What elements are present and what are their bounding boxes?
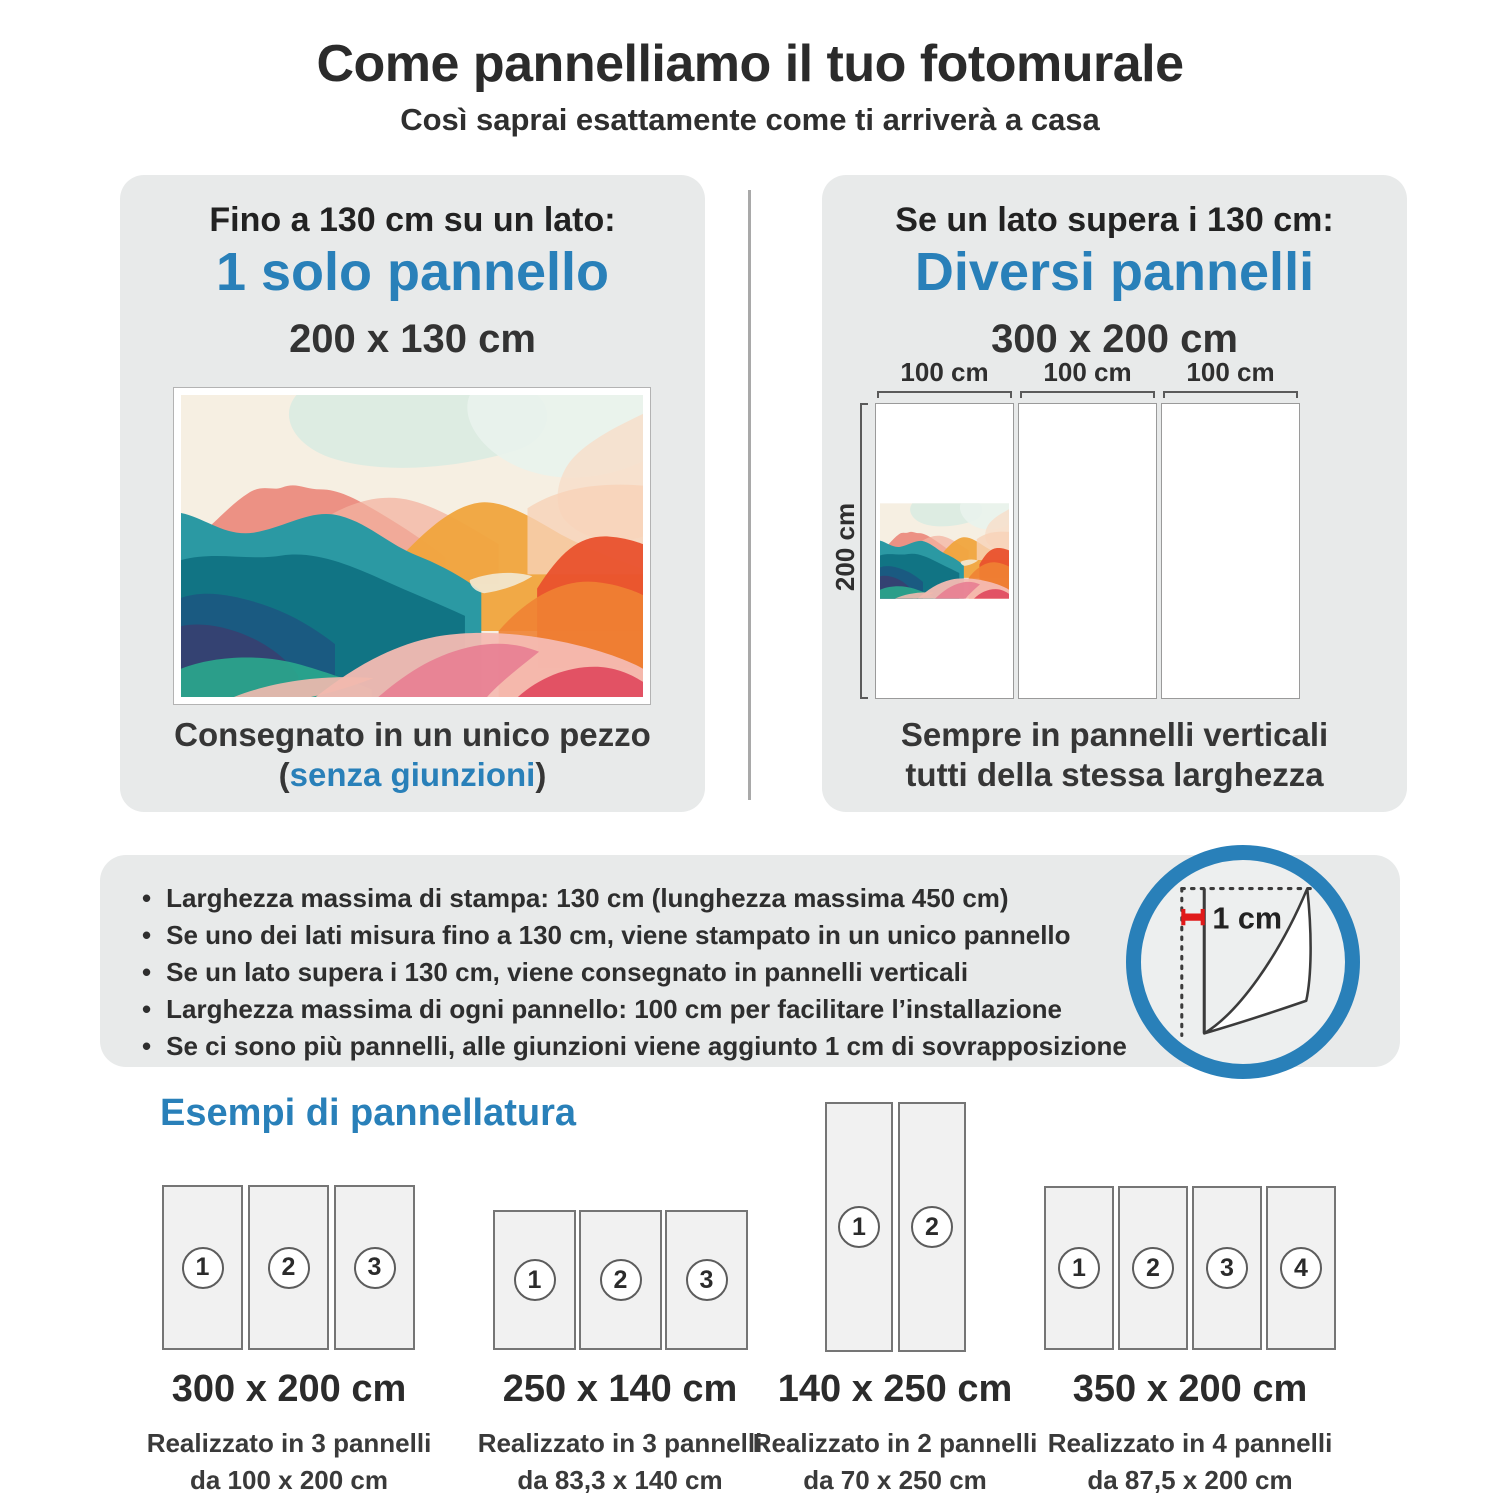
- panel-slice-2: [1018, 403, 1157, 699]
- info-bullet-3: Se un lato supera i 130 cm, viene conseg…: [142, 954, 1400, 991]
- panel-slice-2-image: [1023, 408, 1152, 694]
- example-4-line2: da 87,5 x 200 cm: [1087, 1465, 1293, 1495]
- example-caption-1: 300 x 200 cm Realizzato in 3 pannelli da…: [119, 1368, 459, 1499]
- example-4-panel-4: 4: [1266, 1186, 1336, 1350]
- example-4-panel-2: 2: [1118, 1186, 1188, 1350]
- card-divider: [748, 190, 751, 800]
- single-caption-line1: Consegnato in un unico pezzo: [174, 716, 651, 753]
- example-group-4: 1 2 3 4: [1044, 1186, 1336, 1350]
- single-panel-caption: Consegnato in un unico pezzo (senza giun…: [120, 715, 705, 795]
- panel-number-badge: 2: [911, 1206, 953, 1248]
- example-2-panel-2: 2: [579, 1210, 662, 1350]
- panel-number-badge: 4: [1280, 1247, 1322, 1289]
- panel-number-badge: 1: [838, 1206, 880, 1248]
- example-3-panel-2: 2: [898, 1102, 966, 1352]
- width-label-2: 100 cm: [1043, 357, 1132, 387]
- single-panel-card: Fino a 130 cm su un lato: 1 solo pannell…: [120, 175, 705, 812]
- example-1-panel-3: 3: [334, 1185, 415, 1350]
- panel-number-badge: 2: [267, 1246, 310, 1289]
- single-panel-result: 1 solo pannello: [215, 242, 610, 302]
- mural-image: [181, 395, 643, 697]
- example-caption-3: 140 x 250 cm Realizzato in 2 pannelli da…: [725, 1368, 1065, 1499]
- multi-panel-caption: Sempre in pannelli verticali tutti della…: [822, 715, 1407, 795]
- examples-heading: Esempi di pannellatura: [160, 1092, 576, 1134]
- example-4-line1: Realizzato in 4 pannelli: [1047, 1428, 1333, 1458]
- panel-slice-3: [1161, 403, 1300, 699]
- example-4-size: 350 x 200 cm: [1072, 1368, 1308, 1410]
- example-2-panel-1: 1: [493, 1210, 576, 1350]
- panel-number-badge: 3: [353, 1246, 396, 1289]
- single-caption-line2: (senza giunzioni): [120, 755, 705, 795]
- multi-caption-line1: Sempre in pannelli verticali: [900, 716, 1329, 753]
- example-1-panel-1: 1: [162, 1185, 243, 1350]
- panel-number-badge: 2: [599, 1259, 642, 1301]
- info-bullet-1: Larghezza massima di stampa: 130 cm (lun…: [142, 880, 1400, 917]
- info-bullet-2: Se uno dei lati misura fino a 130 cm, vi…: [142, 917, 1400, 954]
- example-group-1: 1 2 3: [162, 1185, 415, 1350]
- width-label-3: 100 cm: [1186, 357, 1275, 387]
- example-2-panel-3: 3: [665, 1210, 748, 1350]
- multi-panel-figure: 100 cm 100 cm 100 cm 200 cm: [822, 353, 1407, 705]
- example-4-panel-1: 1: [1044, 1186, 1114, 1350]
- multi-caption-line2: tutti della stessa larghezza: [905, 756, 1324, 793]
- caption-highlight: senza giunzioni: [289, 756, 536, 793]
- panel-number-badge: 3: [685, 1259, 728, 1301]
- panel-number-badge: 1: [181, 1246, 224, 1289]
- example-1-line1: Realizzato in 3 pannelli: [146, 1428, 432, 1458]
- info-bullet-4: Larghezza massima di ogni pannello: 100 …: [142, 991, 1400, 1028]
- paren-open: (: [278, 756, 290, 793]
- example-caption-4: 350 x 200 cm Realizzato in 4 pannelli da…: [1020, 1368, 1360, 1499]
- example-3-line2: da 70 x 250 cm: [803, 1465, 987, 1495]
- panel-slice-3-image: [1166, 408, 1295, 694]
- multi-panel-card: Se un lato supera i 130 cm: Diversi pann…: [822, 175, 1407, 812]
- page-curl-icon: 1 cm: [1180, 887, 1312, 1037]
- example-4-panel-3: 3: [1192, 1186, 1262, 1350]
- width-label-1: 100 cm: [900, 357, 989, 387]
- panel-slice-1: [875, 403, 1014, 699]
- example-caption-2: 250 x 140 cm Realizzato in 3 pannelli da…: [450, 1368, 790, 1499]
- info-bullet-5: Se ci sono più pannelli, alle giunzioni …: [142, 1028, 1400, 1065]
- height-bracket: [860, 403, 868, 699]
- width-bracket-1: [877, 391, 1012, 398]
- overlap-label: 1 cm: [1212, 901, 1282, 935]
- single-panel-condition: Fino a 130 cm su un lato:: [209, 201, 616, 239]
- example-1-panel-2: 2: [248, 1185, 329, 1350]
- panel-number-badge: 1: [513, 1259, 556, 1301]
- example-3-size: 140 x 250 cm: [777, 1368, 1013, 1410]
- subtitle: Così saprai esattamente come ti arriverà…: [400, 102, 1100, 137]
- panel-number-badge: 1: [1058, 1247, 1100, 1289]
- width-bracket-2: [1020, 391, 1155, 398]
- multi-panel-result: Diversi pannelli: [914, 242, 1315, 302]
- overlap-badge: 1 cm: [1126, 845, 1360, 1079]
- panel-number-badge: 2: [1132, 1247, 1174, 1289]
- info-bullet-list: Larghezza massima di stampa: 130 cm (lun…: [100, 855, 1400, 1065]
- example-3-line1: Realizzato in 2 pannelli: [752, 1428, 1038, 1458]
- panel-slice-1-image: [880, 408, 1009, 694]
- example-1-line2: da 100 x 200 cm: [189, 1465, 389, 1495]
- paren-close: ): [535, 756, 547, 793]
- example-3-panel-1: 1: [825, 1102, 893, 1352]
- mural-frame: [173, 387, 651, 705]
- main-title: Come pannelliamo il tuo fotomurale: [316, 35, 1184, 93]
- panel-slices: [875, 403, 1300, 699]
- panel-number-badge: 3: [1206, 1247, 1248, 1289]
- example-2-line2: da 83,3 x 140 cm: [517, 1465, 723, 1495]
- example-group-3: 1 2: [825, 1102, 966, 1352]
- multi-panel-size: 300 x 200 cm: [991, 317, 1238, 361]
- example-2-size: 250 x 140 cm: [502, 1368, 738, 1410]
- example-1-size: 300 x 200 cm: [171, 1368, 407, 1410]
- width-bracket-3: [1163, 391, 1298, 398]
- single-panel-size: 200 x 130 cm: [289, 317, 536, 361]
- example-group-2: 1 2 3: [493, 1210, 748, 1350]
- example-2-line1: Realizzato in 3 pannelli: [477, 1428, 763, 1458]
- multi-panel-condition: Se un lato supera i 130 cm:: [895, 201, 1334, 239]
- height-label: 200 cm: [830, 502, 860, 592]
